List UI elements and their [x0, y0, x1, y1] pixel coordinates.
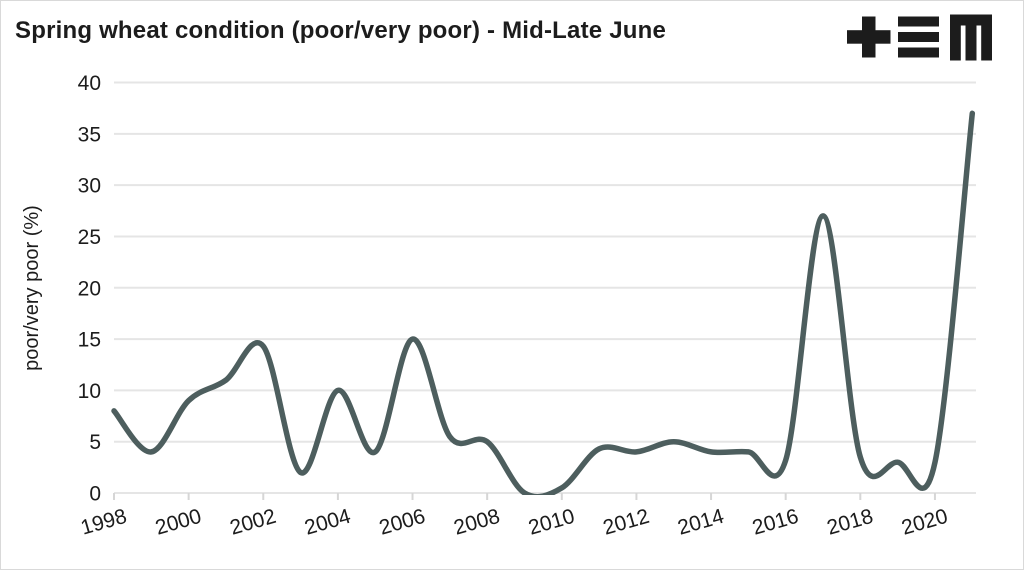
gridlines [114, 81, 976, 494]
x-tick-label: 2006 [377, 505, 428, 540]
x-tick-label: 2016 [750, 505, 801, 540]
y-axis-labels: 0 5 10 15 20 25 30 35 40 [78, 72, 101, 506]
x-tick-label: 1998 [78, 505, 129, 540]
x-tick-label: 2010 [526, 505, 577, 540]
logo-triple-bar-icon [898, 16, 939, 58]
y-tick-label: 30 [78, 175, 101, 198]
y-axis-title: poor/very poor (%) [21, 205, 43, 371]
x-tick-label: 2020 [899, 505, 950, 540]
x-tick-label: 2014 [675, 505, 727, 540]
data-line [111, 110, 976, 495]
chart-title: Spring wheat condition (poor/very poor) … [15, 17, 667, 44]
x-tick-label: 2008 [451, 505, 502, 540]
tem-logo [847, 14, 992, 61]
x-tick-label: 2012 [601, 505, 652, 540]
x-tick-label: 2018 [824, 505, 875, 540]
x-tick-label: 2004 [302, 505, 354, 540]
logo-m-icon [950, 14, 992, 61]
x-axis-ticks [113, 493, 936, 500]
y-tick-label: 15 [78, 329, 101, 352]
x-tick-label: 2000 [153, 505, 204, 540]
y-tick-label: 35 [78, 123, 101, 146]
x-tick-label: 2002 [227, 505, 278, 540]
y-tick-label: 10 [78, 380, 101, 403]
y-tick-label: 25 [78, 226, 101, 249]
y-tick-label: 5 [89, 431, 101, 454]
y-tick-label: 20 [78, 277, 101, 300]
x-axis-labels: 1998 2000 2002 2004 2006 2008 2010 2012 2014 2016… [78, 505, 950, 540]
y-tick-label: 40 [78, 72, 101, 95]
y-tick-label: 0 [89, 483, 101, 506]
